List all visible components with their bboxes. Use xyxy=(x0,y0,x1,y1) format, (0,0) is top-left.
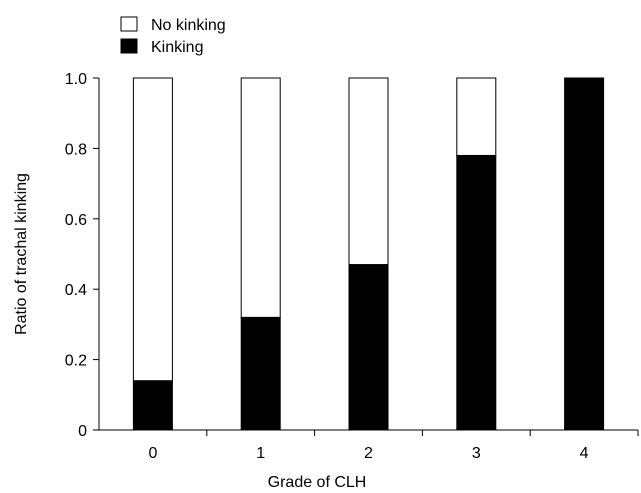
bar-segment-no-kinking xyxy=(132,77,173,382)
bar-segment-kinking xyxy=(564,77,605,431)
bar-segment-kinking xyxy=(240,316,281,431)
bar-segment-kinking xyxy=(348,264,389,431)
y-tick-label: 1.0 xyxy=(65,71,87,88)
y-axis-title: Ratio of trachal kinking xyxy=(13,173,30,335)
legend-swatch-no-kinking xyxy=(120,16,138,32)
bar-segment-no-kinking xyxy=(348,77,389,266)
x-ticks: 0 1 2 3 4 xyxy=(148,430,639,462)
x-axis-title: Grade of CLH xyxy=(268,474,367,491)
y-tick-label: 0.2 xyxy=(65,353,87,370)
y-tick-label: 0.6 xyxy=(65,212,87,229)
x-tick-label: 3 xyxy=(472,445,481,462)
bar-segment-kinking xyxy=(456,154,497,431)
y-tick-label: 0.4 xyxy=(65,282,87,299)
y-ticks: 0 0.2 0.4 0.6 0.8 1.0 xyxy=(65,71,99,440)
x-tick-label: 1 xyxy=(256,445,265,462)
bar-segment-no-kinking xyxy=(240,77,281,318)
legend-swatch-kinking xyxy=(120,38,138,54)
bars xyxy=(132,77,605,431)
x-tick-label: 2 xyxy=(364,445,373,462)
bar-segment-kinking xyxy=(132,380,173,431)
x-tick-label: 4 xyxy=(580,445,589,462)
legend-label-no-kinking: No kinking xyxy=(151,17,226,34)
y-tick-label: 0.8 xyxy=(65,141,87,158)
legend-label-kinking: Kinking xyxy=(151,39,203,56)
bar-segment-no-kinking xyxy=(456,77,497,156)
legend: No kinking Kinking xyxy=(120,16,226,56)
x-tick-label: 0 xyxy=(148,445,157,462)
y-tick-label: 0 xyxy=(78,423,87,440)
